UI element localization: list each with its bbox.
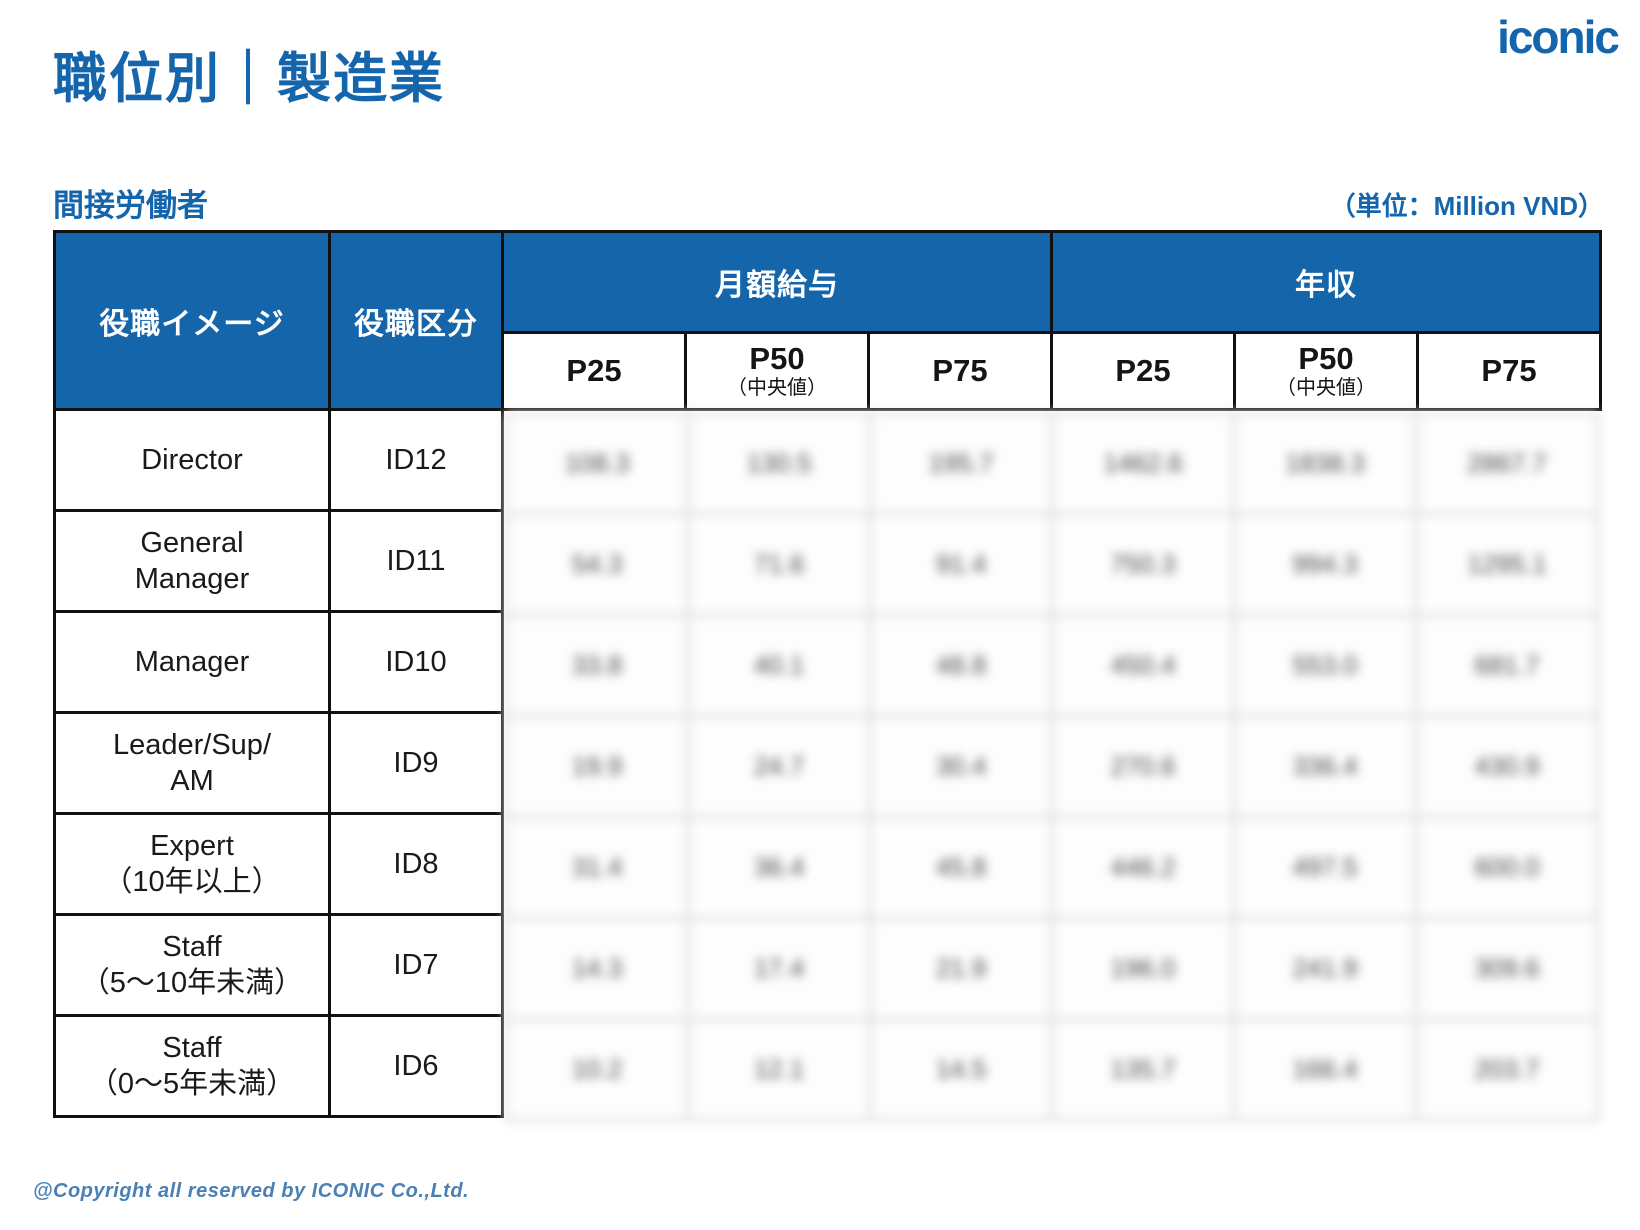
salary-value: 166.4 [1233,1018,1417,1121]
salary-value: 1462.6 [1051,412,1235,515]
salary-value: 2867.7 [1415,412,1599,515]
salary-value: 45.8 [869,816,1053,919]
salary-value: 71.6 [687,513,871,616]
salary-value: 196.0 [1051,917,1235,1020]
salary-value: 336.4 [1233,715,1417,818]
grade-cell: ID6 [331,1017,501,1115]
salary-value: 33.8 [505,614,689,717]
page-title: 職位別｜製造業 [53,49,445,109]
salary-value: 91.4 [869,513,1053,616]
position-cell: General Manager [56,512,328,610]
unit-note: （単位：Million VND） [1329,191,1604,221]
section-label-indirect-workers: 間接労働者 [53,188,208,223]
header-monthly-p25: P25 [504,334,684,408]
grade-cell: ID8 [331,815,501,913]
salary-value: 430.9 [1415,715,1599,818]
grade-cell: ID7 [331,916,501,1014]
salary-value: 24.7 [687,715,871,818]
position-cell: Director [56,411,328,509]
position-cell: Staff （5〜10年未満） [56,916,328,1014]
salary-value: 17.4 [687,917,871,1020]
salary-value: 1838.3 [1233,412,1417,515]
salary-value: 309.6 [1415,917,1599,1020]
salary-value: 40.1 [687,614,871,717]
salary-value: 446.2 [1051,816,1235,919]
p50-label: P50 [749,340,805,376]
p50-label: P50 [1298,340,1354,376]
grade-cell: ID10 [331,613,501,711]
p50-median-label: （中央値） [1276,377,1376,400]
p25-label: P25 [1115,352,1171,388]
header-monthly-p75: P75 [870,334,1050,408]
salary-value: 450.4 [1051,614,1235,717]
grade-cell: ID11 [331,512,501,610]
p75-label: P75 [932,352,988,388]
salary-value: 130.5 [687,412,871,515]
salary-value: 12.1 [687,1018,871,1121]
grade-cell: ID9 [331,714,501,812]
salary-value: 48.8 [869,614,1053,717]
grade-cell: ID12 [331,411,501,509]
iconic-logo: iconic [1497,11,1620,63]
salary-value: 994.3 [1233,513,1417,616]
position-cell: Leader/Sup/ AM [56,714,328,812]
salary-value: 600.0 [1415,816,1599,919]
salary-table-header: 役職イメージ 役職区分 月額給与 年収 P25 P50 （中央値） P75 P2… [53,230,1602,411]
header-position-image: 役職イメージ [56,233,328,408]
salary-value: 30.4 [869,715,1053,818]
salary-value: 203.7 [1415,1018,1599,1121]
salary-value: 31.4 [505,816,689,919]
salary-values-blurred-region: 108.3 130.5 195.7 1462.6 1838.3 2867.7 5… [505,412,1599,1121]
p25-label: P25 [566,352,622,388]
salary-value: 21.9 [869,917,1053,1020]
salary-value: 108.3 [505,412,689,515]
salary-value: 36.4 [687,816,871,919]
header-annual-income: 年収 [1053,233,1599,331]
salary-value: 681.7 [1415,614,1599,717]
salary-value: 750.3 [1051,513,1235,616]
header-annual-p50: P50 （中央値） [1236,334,1416,408]
header-monthly-p50: P50 （中央値） [687,334,867,408]
header-position-class: 役職区分 [331,233,501,408]
position-cell: Staff （0〜5年未満） [56,1017,328,1115]
p50-median-label: （中央値） [727,377,827,400]
salary-value: 241.9 [1233,917,1417,1020]
copyright-footer: @Copyright all reserved by ICONIC Co.,Lt… [33,1180,470,1202]
salary-value: 14.5 [869,1018,1053,1121]
header-annual-p75: P75 [1419,334,1599,408]
salary-value: 135.7 [1051,1018,1235,1121]
salary-value: 553.0 [1233,614,1417,717]
salary-value: 10.2 [505,1018,689,1121]
salary-value: 195.7 [869,412,1053,515]
salary-value: 54.3 [505,513,689,616]
salary-value: 497.5 [1233,816,1417,919]
p75-label: P75 [1481,352,1537,388]
position-cell: Manager [56,613,328,711]
salary-table-left-columns: Director ID12 General Manager ID11 Manag… [53,411,504,1118]
salary-value: 270.6 [1051,715,1235,818]
header-monthly-salary: 月額給与 [504,233,1050,331]
salary-value: 19.9 [505,715,689,818]
position-cell: Expert （10年以上） [56,815,328,913]
salary-value: 1295.1 [1415,513,1599,616]
header-annual-p25: P25 [1053,334,1233,408]
salary-value: 14.3 [505,917,689,1020]
